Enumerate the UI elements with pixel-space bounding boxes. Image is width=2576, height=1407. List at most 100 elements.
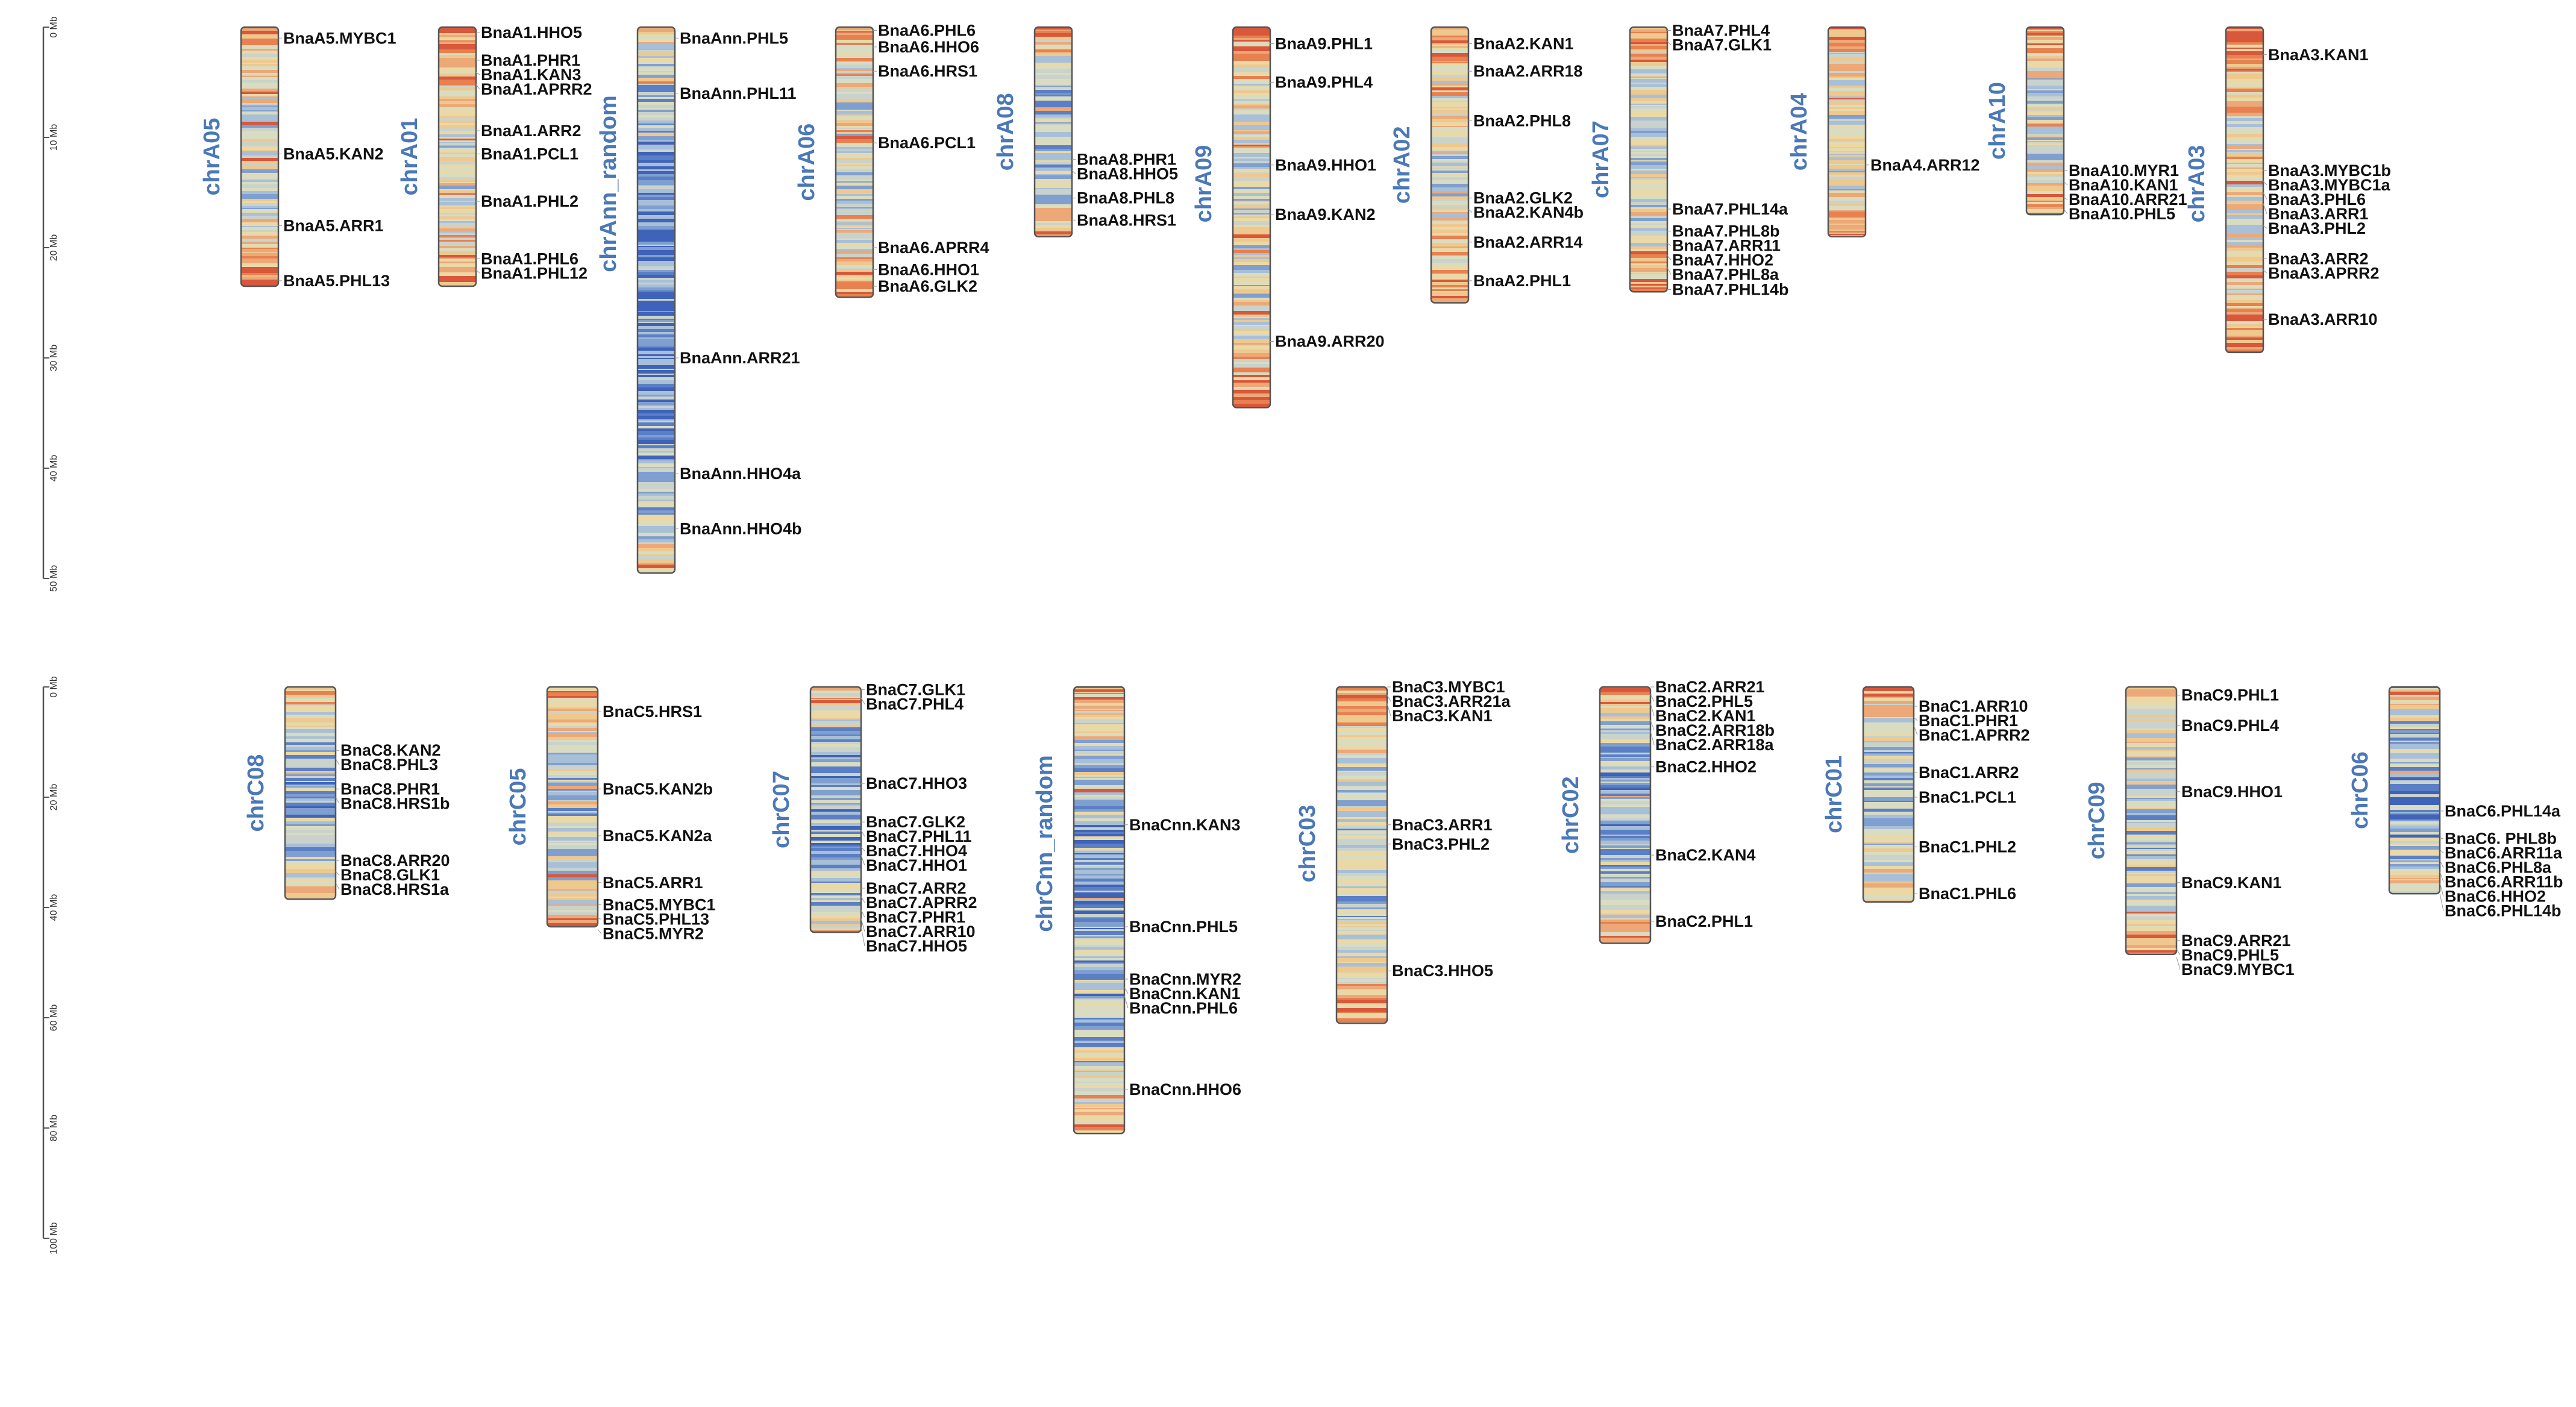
chromosome-outline <box>1599 686 1652 944</box>
density-band <box>2026 73 2064 76</box>
density-band <box>241 89 278 92</box>
density-band <box>1337 822 1387 826</box>
density-band <box>2389 759 2440 762</box>
density-band <box>1035 211 1072 215</box>
density-band <box>1863 891 1914 893</box>
density-band <box>1233 372 1270 375</box>
density-band <box>2389 864 2440 867</box>
density-band <box>1828 73 1866 77</box>
density-band <box>285 826 336 830</box>
density-band <box>1074 960 1124 962</box>
density-band <box>638 494 675 497</box>
density-band <box>1828 139 1866 142</box>
density-band <box>2389 856 2440 860</box>
density-band <box>1074 994 1124 997</box>
density-band <box>439 157 476 161</box>
density-band <box>2126 906 2176 909</box>
density-band <box>836 116 873 121</box>
density-band <box>1337 866 1387 868</box>
density-band <box>2226 89 2263 93</box>
density-band <box>1233 105 1270 109</box>
density-band <box>1233 300 1270 302</box>
density-band <box>1828 86 1866 89</box>
density-band <box>2226 55 2263 59</box>
density-band <box>810 907 861 910</box>
gene-tick <box>2439 894 2444 911</box>
density-band <box>241 176 278 180</box>
density-band <box>1233 238 1270 241</box>
density-band <box>1035 137 1072 141</box>
density-band <box>1600 700 1650 703</box>
density-band <box>1074 1015 1124 1018</box>
density-band <box>2126 838 2176 841</box>
density-band <box>285 768 336 772</box>
chromosome-chrC01: chrC01BnaC1.ARR10BnaC1.PHR1BnaC1.APRR2Bn… <box>1822 686 2030 903</box>
density-band <box>2026 141 2064 143</box>
density-band <box>1074 917 1124 919</box>
density-band <box>285 719 336 723</box>
density-band <box>638 230 675 234</box>
density-band <box>638 370 675 374</box>
density-band <box>638 272 675 275</box>
density-band <box>439 55 476 58</box>
density-band <box>241 27 278 29</box>
density-band <box>1828 220 1866 224</box>
density-band <box>1233 255 1270 258</box>
density-band <box>241 182 278 185</box>
density-band <box>1074 736 1124 741</box>
density-band <box>547 722 598 727</box>
density-band <box>2226 327 2263 328</box>
density-band <box>638 391 675 395</box>
density-band <box>1074 1107 1124 1109</box>
gene-label: BnaC5.MYR2 <box>603 924 704 942</box>
density-band <box>1035 132 1072 134</box>
density-band <box>1431 98 1468 101</box>
gene-tick <box>475 269 480 274</box>
density-band <box>1630 158 1667 161</box>
density-band <box>638 28 675 30</box>
density-band <box>836 106 873 109</box>
density-band <box>1035 221 1072 224</box>
density-band <box>2389 747 2440 750</box>
density-band <box>1431 213 1468 216</box>
density-band <box>638 50 675 53</box>
density-band <box>2126 862 2176 865</box>
density-band <box>810 792 861 796</box>
density-band <box>1233 333 1270 336</box>
density-band <box>2226 169 2263 172</box>
density-band <box>1337 919 1387 921</box>
density-band <box>547 800 598 802</box>
density-band <box>638 66 675 68</box>
density-band <box>836 269 873 272</box>
density-band <box>638 265 675 267</box>
density-band <box>285 736 336 739</box>
density-band <box>2389 753 2440 756</box>
density-band <box>638 180 675 184</box>
density-band <box>1431 267 1468 271</box>
gene-label: BnaAnn.HHO4a <box>680 465 801 483</box>
density-band <box>1337 979 1387 983</box>
density-band <box>1863 888 1914 891</box>
density-band <box>2226 323 2263 325</box>
density-band <box>1337 914 1387 917</box>
density-band <box>638 377 675 381</box>
chromosome-label: chrA07 <box>1588 121 1614 198</box>
density-band <box>439 207 476 210</box>
density-band <box>2226 262 2263 266</box>
density-band <box>547 775 598 779</box>
density-band <box>547 818 598 821</box>
density-band <box>1431 42 1468 44</box>
density-band <box>2026 83 2064 86</box>
gene-tick <box>2263 203 2267 215</box>
density-band <box>1600 920 1650 923</box>
density-band <box>241 66 278 71</box>
density-band <box>1233 201 1270 202</box>
density-band <box>638 358 675 360</box>
density-band <box>285 750 336 753</box>
density-band <box>836 166 873 170</box>
density-band <box>1431 180 1468 184</box>
density-band <box>1600 865 1650 867</box>
density-band <box>285 870 336 874</box>
density-band <box>1233 390 1270 394</box>
density-band <box>2026 134 2064 137</box>
